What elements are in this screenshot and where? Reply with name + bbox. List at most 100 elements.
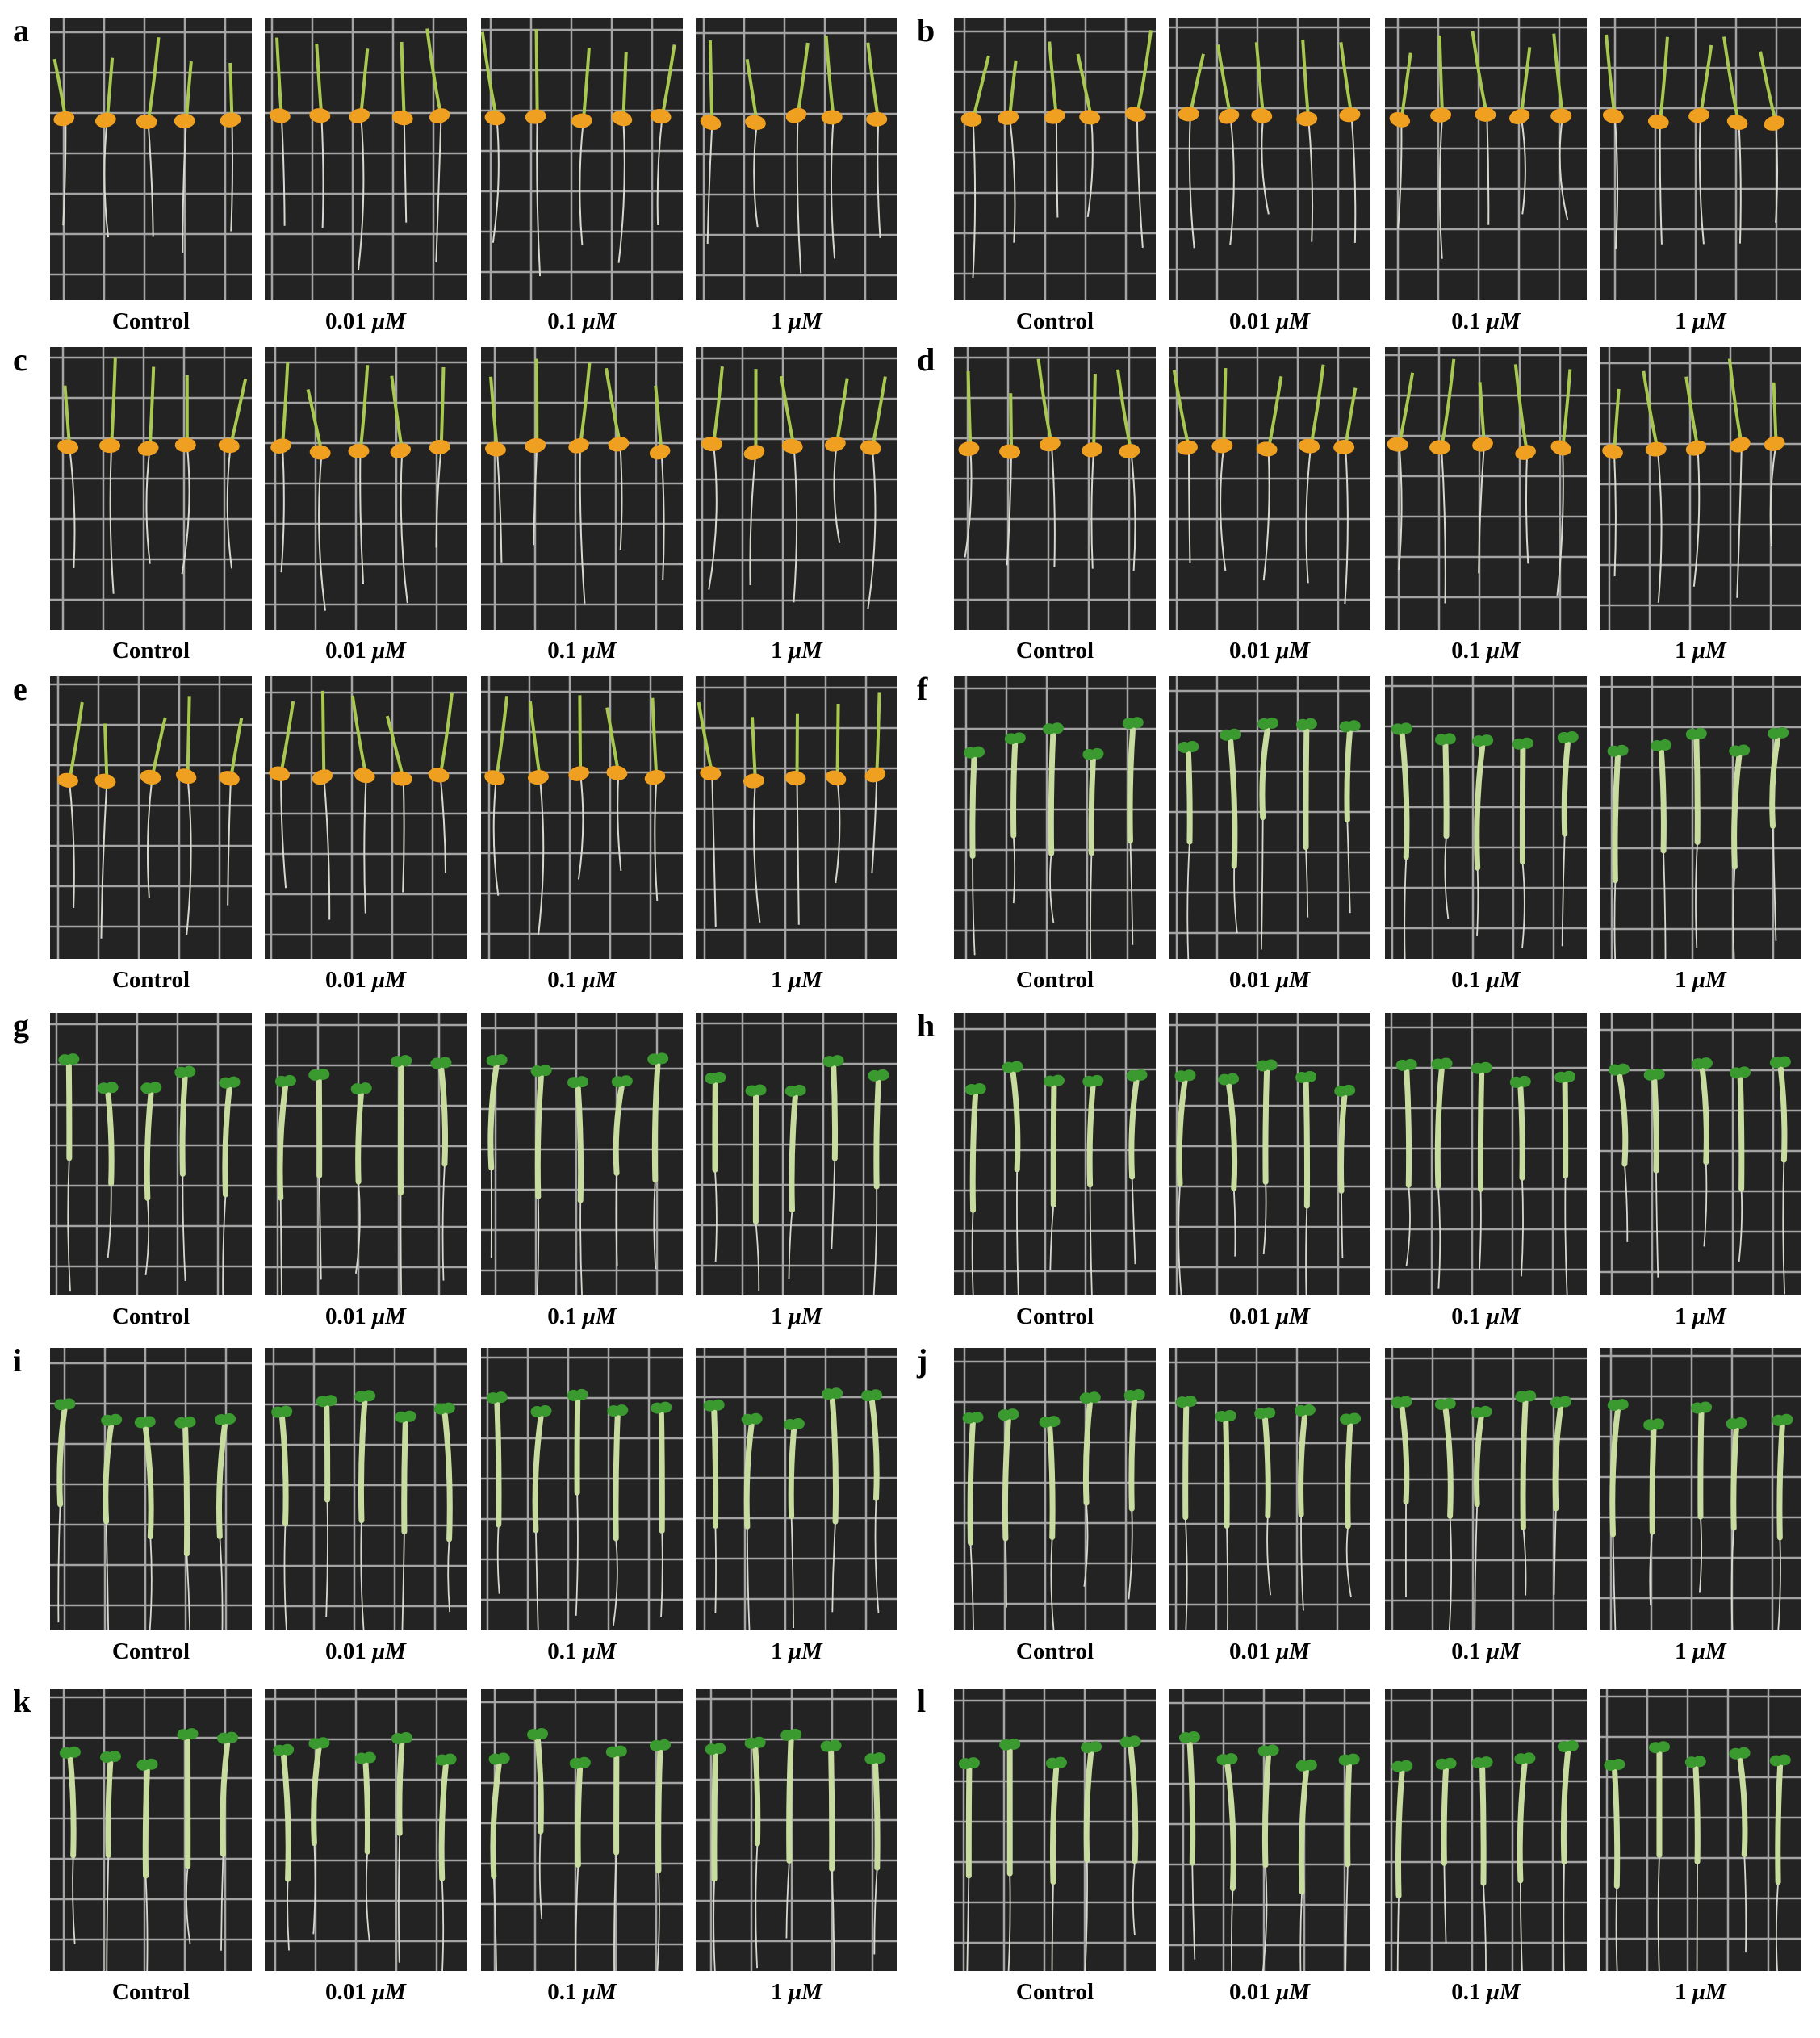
- cotyledon: [1777, 1056, 1791, 1068]
- root: [69, 446, 76, 569]
- treatment-label: 0.01 μM: [1169, 1981, 1370, 2004]
- seed: [825, 770, 847, 786]
- seedling: [1471, 1756, 1493, 1971]
- treatment-value: 0.1: [1451, 1979, 1481, 2005]
- seedling: [1294, 1404, 1316, 1611]
- cotyledon: [399, 1055, 412, 1067]
- stem: [831, 1061, 839, 1161]
- seed: [391, 771, 412, 786]
- seedling: [530, 1405, 552, 1630]
- treatment-value: 1: [771, 967, 783, 993]
- stem: [278, 1412, 289, 1527]
- root: [1448, 1516, 1453, 1630]
- seedling-photo: [1600, 1013, 1801, 1295]
- shoot: [1440, 358, 1456, 448]
- root: [441, 1878, 445, 1971]
- cotyledon: [1442, 1398, 1456, 1410]
- seed: [821, 110, 843, 125]
- seedling: [1642, 370, 1667, 603]
- root: [831, 1869, 835, 1971]
- root: [1305, 1205, 1308, 1295]
- stem: [1561, 737, 1571, 837]
- root: [1262, 1182, 1267, 1255]
- seedling: [97, 1082, 119, 1258]
- seedling: [312, 690, 333, 920]
- seedling: [1218, 1073, 1240, 1257]
- root: [1132, 1860, 1136, 1936]
- seed: [568, 437, 589, 454]
- treatment-unit: μM: [372, 638, 406, 663]
- seedling-photo: [1169, 18, 1370, 300]
- root: [753, 123, 759, 228]
- root: [1050, 443, 1056, 567]
- photo-background: [481, 347, 683, 630]
- shoot: [1309, 364, 1325, 447]
- stem: [1048, 728, 1056, 856]
- root: [1350, 114, 1357, 243]
- stem: [1477, 1068, 1485, 1192]
- cotyledon: [613, 1745, 627, 1757]
- seedling-photo: [954, 347, 1156, 630]
- seedling: [1126, 1069, 1148, 1265]
- cotyledon: [227, 1076, 241, 1088]
- cotyledon: [872, 1752, 886, 1764]
- seedling: [94, 57, 116, 238]
- seedling: [308, 1737, 330, 1935]
- root: [1695, 842, 1698, 948]
- photo-background: [265, 676, 467, 959]
- root: [1743, 1854, 1747, 1953]
- seedling: [861, 1389, 883, 1613]
- treatment-label: Control: [50, 1305, 252, 1329]
- cotyledon: [1480, 734, 1494, 747]
- treatment-unit: μM: [1486, 308, 1521, 334]
- seedling: [1175, 1396, 1197, 1630]
- treatment-unit: μM: [1276, 967, 1310, 993]
- cotyledon: [324, 1395, 337, 1407]
- root: [1444, 835, 1450, 919]
- seedling: [745, 1084, 767, 1291]
- seedling: [1178, 740, 1199, 959]
- shoot: [578, 695, 583, 774]
- seedling: [1076, 53, 1101, 218]
- stem: [1737, 1072, 1745, 1192]
- seedling: [1257, 1744, 1279, 1971]
- seedling: [1607, 1399, 1629, 1630]
- stem: [1699, 1063, 1709, 1165]
- treatment-unit: μM: [582, 638, 617, 663]
- stem: [179, 1072, 188, 1177]
- cotyledon: [1266, 717, 1279, 729]
- stem: [142, 1764, 151, 1879]
- root: [182, 1174, 186, 1282]
- cotyledon: [1128, 1735, 1141, 1747]
- treatment-value: 0.01: [325, 1979, 366, 2005]
- seedling: [1220, 728, 1241, 934]
- treatment-unit: μM: [1692, 638, 1726, 663]
- seed: [527, 769, 549, 785]
- root: [873, 1868, 878, 1955]
- cotyledon: [1302, 1404, 1316, 1416]
- root: [1696, 1861, 1698, 1971]
- seed: [1730, 437, 1751, 453]
- root: [496, 1525, 500, 1594]
- seedling: [1334, 1084, 1356, 1258]
- photo-background: [1169, 1689, 1370, 1971]
- root: [1341, 1191, 1344, 1258]
- seedling: [1295, 1759, 1317, 1971]
- treatment-unit: μM: [1276, 308, 1310, 334]
- stem: [1128, 1741, 1139, 1864]
- treatment-value: 1: [1675, 638, 1687, 663]
- cotyledon: [1615, 1399, 1629, 1411]
- stem: [142, 1421, 154, 1540]
- cotyledon: [876, 1069, 889, 1081]
- seedling-photo: [481, 1689, 683, 1971]
- seedling: [1431, 1057, 1453, 1289]
- treatment-value: 0.01: [325, 638, 366, 663]
- root: [1230, 1888, 1234, 1971]
- treatment-label: 0.1 μM: [481, 1640, 683, 1663]
- cotyledon: [316, 1737, 330, 1749]
- shoot: [358, 365, 370, 452]
- root: [354, 1182, 361, 1274]
- treatment-value: 0.01: [1229, 1304, 1270, 1329]
- seed: [860, 440, 881, 455]
- treatment-value: 0.01: [1229, 967, 1270, 993]
